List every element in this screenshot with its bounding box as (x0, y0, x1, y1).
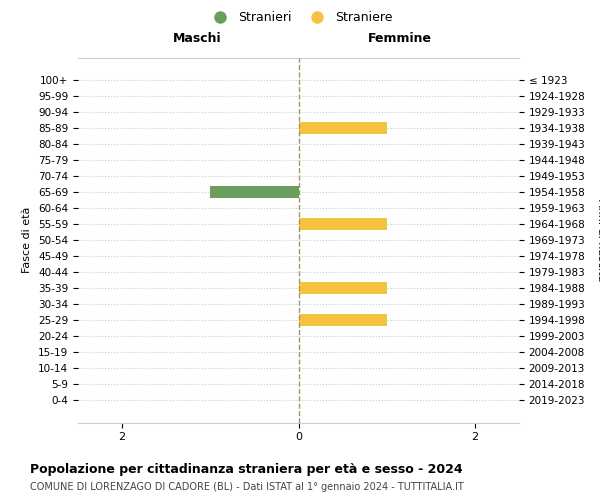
Y-axis label: Anni di nascita: Anni di nascita (596, 198, 600, 281)
Text: Femmine: Femmine (368, 32, 432, 44)
Bar (299, 314, 387, 326)
Text: COMUNE DI LORENZAGO DI CADORE (BL) - Dati ISTAT al 1° gennaio 2024 - TUTTITALIA.: COMUNE DI LORENZAGO DI CADORE (BL) - Dat… (30, 482, 464, 492)
Bar (299, 282, 387, 294)
Bar (211, 186, 299, 198)
Bar (299, 122, 387, 134)
Bar (299, 218, 387, 230)
Legend: Stranieri, Straniere: Stranieri, Straniere (202, 6, 398, 29)
Y-axis label: Fasce di età: Fasce di età (22, 207, 32, 273)
Text: Maschi: Maschi (173, 32, 221, 44)
Text: Popolazione per cittadinanza straniera per età e sesso - 2024: Popolazione per cittadinanza straniera p… (30, 462, 463, 475)
